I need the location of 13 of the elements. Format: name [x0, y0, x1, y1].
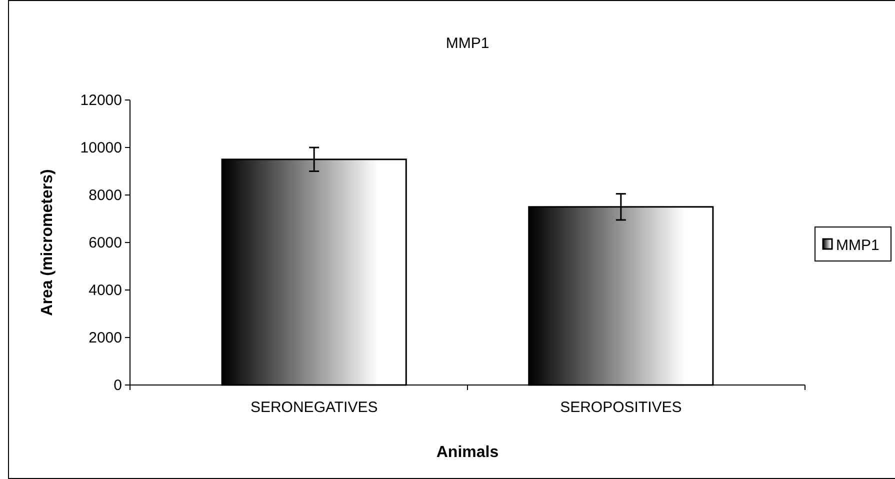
y-tick-label: 8000: [88, 186, 122, 204]
y-tick-label: 2000: [88, 329, 122, 346]
chart-title: MMP1: [446, 35, 490, 52]
y-tick-label: 12000: [80, 92, 122, 109]
y-axis-title: Area (micrometers): [39, 169, 56, 316]
y-tick-label: 4000: [88, 282, 122, 299]
x-axis-title: Animals: [436, 444, 499, 461]
x-tick-label: SEROPOSITIVES: [560, 399, 682, 416]
y-tick-label: 10000: [80, 139, 122, 156]
y-tick-label: 0: [114, 376, 122, 394]
x-tick-label: SERONEGATIVES: [250, 399, 378, 416]
y-tick-label: 6000: [88, 234, 122, 252]
legend-label: MMP1: [836, 237, 880, 254]
